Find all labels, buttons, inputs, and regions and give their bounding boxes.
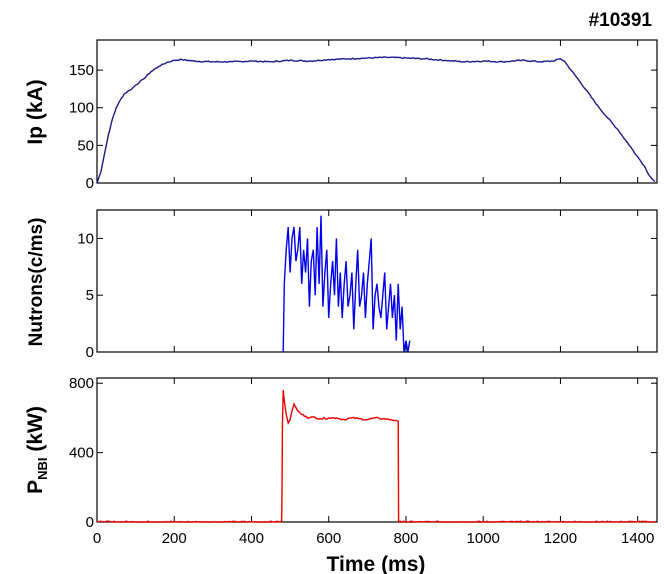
x-tick-label: 400: [239, 530, 264, 547]
y-axis-title-neutrons: Nutrons(c/ms): [26, 218, 47, 347]
panel-neutrons: 0 5 10: [77, 209, 658, 361]
plot-frame: [96, 377, 658, 523]
y-tick-label: 10: [77, 230, 94, 247]
y-tick-label: 0: [86, 344, 94, 361]
x-tick-label: 600: [316, 530, 341, 547]
y-tick-label: 0: [86, 175, 94, 192]
y-tick-label: 150: [69, 62, 94, 79]
y-axis-title-pnbi: PNBI (kW): [24, 406, 50, 494]
panel-ip: 0 50 100 150: [69, 39, 658, 192]
shot-label: #10391: [589, 10, 653, 31]
panel-pnbi: 0 200 400 600 800 1000 1200 1400 0 400 800: [69, 375, 658, 547]
x-tick-label: 1000: [467, 530, 500, 547]
x-tick-label: 800: [393, 530, 418, 547]
plot-frame: [96, 209, 658, 353]
y-axis-title-ip: Ip (kA): [24, 79, 47, 144]
x-tick-label: 1200: [544, 530, 577, 547]
y-tick-label: 50: [77, 137, 94, 154]
x-axis-title: Time (ms): [327, 553, 426, 574]
x-tick-label: 1400: [621, 530, 654, 547]
series-line-ip: [96, 56, 656, 184]
y-tick-label: 800: [69, 375, 94, 392]
y-tick-label: 5: [86, 287, 94, 304]
series-line-pnbi: [96, 390, 656, 523]
plot-frame: [96, 39, 658, 184]
y-tick-label: 400: [69, 445, 94, 462]
x-tick-label: 0: [93, 530, 101, 547]
x-tick-label: 200: [162, 530, 187, 547]
y-tick-label: 0: [86, 514, 94, 531]
series-line-neutrons: [282, 215, 411, 353]
y-tick-label: 100: [69, 100, 94, 117]
